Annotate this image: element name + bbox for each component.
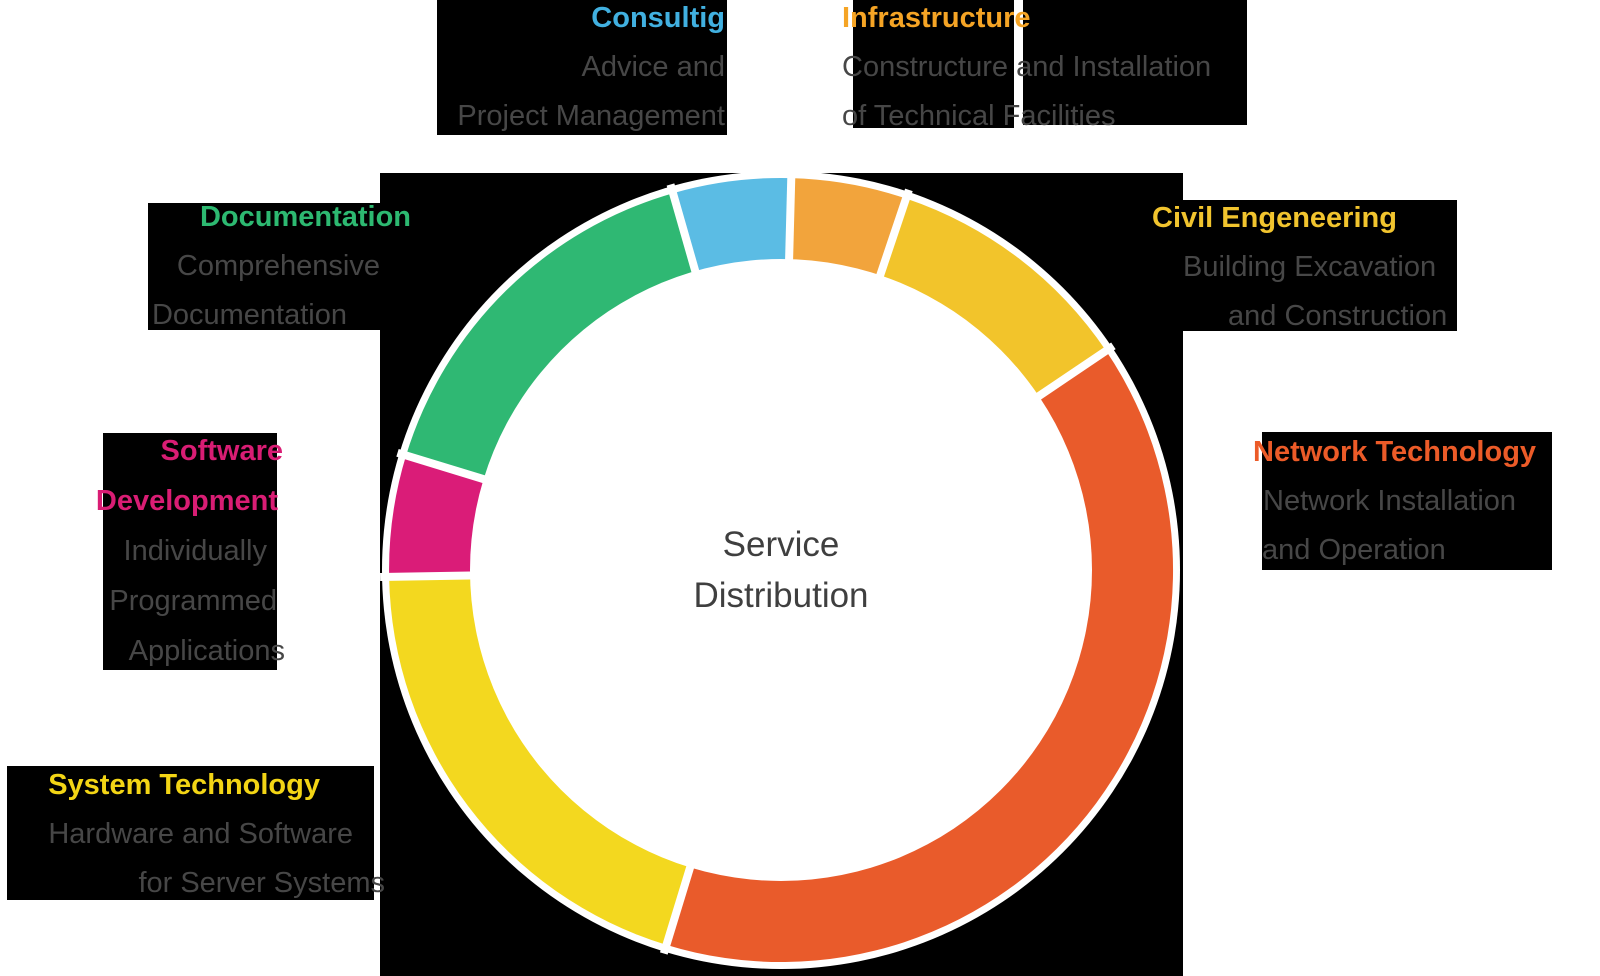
label-block-civil-engineering: Civil Engeneering Building Excavation an… xyxy=(1152,194,1447,341)
segment-desc-line: Documentation xyxy=(151,299,347,331)
segment-title-software-development: Development xyxy=(95,485,278,517)
segment-desc-line: Network Installation xyxy=(1263,485,1517,517)
label-block-network-technology: Network Technology Network Installation … xyxy=(1253,428,1536,575)
backdrop-civil xyxy=(1150,200,1457,331)
segment-divider xyxy=(659,851,699,955)
segment-divider xyxy=(666,183,704,287)
chart-center-label: Service Distribution xyxy=(631,519,931,621)
segment-network-technology xyxy=(666,350,1174,963)
segment-title-system-technology: System Technology xyxy=(48,769,320,801)
segment-desc-line: for Server Systems xyxy=(138,867,385,899)
segment-desc-line: Comprehensive xyxy=(176,250,380,282)
segment-documentation xyxy=(406,193,699,483)
segment-divider xyxy=(784,173,796,275)
segment-divider xyxy=(1024,342,1116,408)
donut-chart xyxy=(380,173,1183,976)
donut-svg xyxy=(380,173,1180,969)
segment-desc-line: Constructure and Installation xyxy=(842,51,1212,83)
backdrop-software xyxy=(103,433,277,670)
label-block-consulting: Consultig Advice and Project Management xyxy=(425,0,725,141)
segment-title-infrastructure: Infrastructure xyxy=(842,2,1031,34)
segment-civil-engeneering xyxy=(876,198,1106,403)
segment-desc-line: and Operation xyxy=(1262,534,1446,566)
segment-consultig xyxy=(673,177,792,282)
segment-desc-line: Individually xyxy=(123,535,267,567)
label-block-system-technology: System Technology Hardware and Software … xyxy=(5,761,385,908)
backdrop-network xyxy=(1262,432,1552,570)
segment-title-civil-engineering: Civil Engeneering xyxy=(1152,202,1397,234)
segment-desc-line: of Technical Facilities xyxy=(842,100,1116,132)
label-block-infrastructure: Infrastructure Constructure and Installa… xyxy=(842,0,1211,141)
segment-title-network-technology: Network Technology xyxy=(1253,436,1537,468)
center-label-line: Service xyxy=(722,525,840,564)
segment-gaps-group xyxy=(380,173,1116,955)
segment-desc-line: Advice and xyxy=(581,51,726,83)
label-block-documentation: Documentation Comprehensive Documentatio… xyxy=(111,193,411,340)
segment-desc-line: Hardware and Software xyxy=(48,818,353,850)
segment-title-software-development: Software xyxy=(160,435,283,467)
donut-hole xyxy=(470,259,1092,881)
label-block-software-development: Software Development Individually Progra… xyxy=(85,426,285,676)
segment-desc-line: Programmed xyxy=(109,585,277,617)
segment-infrastructure xyxy=(788,178,906,286)
center-label-line: Distribution xyxy=(693,576,869,615)
segment-divider xyxy=(396,448,500,488)
backdrop-consulting xyxy=(437,0,727,135)
segment-divider xyxy=(871,188,913,291)
segment-desc-line: Building Excavation xyxy=(1183,251,1437,283)
segment-desc-line: Applications xyxy=(128,635,285,667)
backdrop-infrastructure-1 xyxy=(853,0,1014,128)
backdrop-infrastructure-2 xyxy=(1023,0,1247,125)
backdrop-documentation xyxy=(148,203,380,330)
segment-desc-line: and Construction xyxy=(1228,300,1448,332)
segment-software-development xyxy=(389,455,495,577)
backdrop-system xyxy=(7,766,374,900)
segment-title-consulting: Consultig xyxy=(591,2,725,34)
segment-divider xyxy=(380,571,486,581)
segment-title-documentation: Documentation xyxy=(199,201,411,233)
segment-desc-line: Project Management xyxy=(457,100,725,132)
